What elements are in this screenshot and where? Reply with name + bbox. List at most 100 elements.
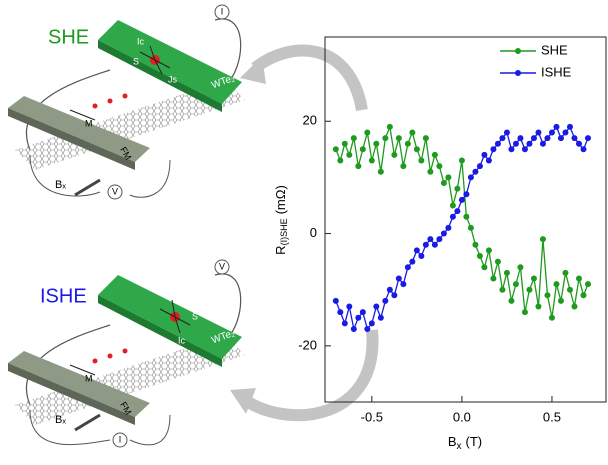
data-point: [486, 158, 492, 164]
data-point: [342, 320, 348, 326]
data-point: [571, 304, 577, 310]
data-point: [418, 158, 424, 164]
field-label: Bₓ: [55, 414, 66, 426]
vector-label: Js: [168, 74, 178, 84]
data-point: [468, 225, 474, 231]
data-point: [459, 197, 465, 203]
data-point: [355, 315, 361, 321]
data-point: [562, 129, 568, 135]
data-point: [373, 141, 379, 147]
data-point: [486, 247, 492, 253]
data-point: [454, 186, 460, 192]
vector-label: S: [192, 311, 198, 321]
spin: [123, 94, 128, 99]
data-point: [427, 236, 433, 242]
data-point: [531, 135, 537, 141]
m-label: M: [85, 373, 93, 383]
data-point: [369, 320, 375, 326]
data-point: [535, 129, 541, 135]
data-point: [346, 152, 352, 158]
field-label: Bₓ: [55, 179, 66, 191]
y-label-unit: (mΩ): [273, 185, 288, 214]
y-axis-label: R(I)SHE(mΩ): [273, 185, 289, 255]
data-point: [450, 202, 456, 208]
device-diagram: V WTe₂ FM M Bₓ I Js S Ic ISHE: [8, 260, 245, 447]
data-point: [387, 287, 393, 293]
data-point: [441, 231, 447, 237]
data-point: [346, 304, 352, 310]
field-arrow: [75, 415, 100, 430]
data-point: [472, 242, 478, 248]
series-line: [336, 127, 588, 318]
data-point: [544, 292, 550, 298]
data-point: [382, 298, 388, 304]
data-point: [517, 264, 523, 270]
data-point: [409, 259, 415, 265]
data-point: [495, 141, 501, 147]
x-axis-label: Bx(T): [448, 434, 482, 451]
data-point: [382, 135, 388, 141]
data-point: [391, 152, 397, 158]
data-point: [441, 180, 447, 186]
arrow-head: [240, 56, 266, 84]
data-point: [544, 135, 550, 141]
data-point: [459, 158, 465, 164]
data-point: [540, 236, 546, 242]
data-point: [463, 214, 469, 220]
data-point: [562, 270, 568, 276]
data-point: [585, 135, 591, 141]
data-point: [477, 253, 483, 259]
data-point: [418, 253, 424, 259]
data-point: [427, 169, 433, 175]
data-point: [535, 304, 541, 310]
data-point: [468, 174, 474, 180]
data-point: [360, 309, 366, 315]
data-point: [454, 208, 460, 214]
data-point: [396, 275, 402, 281]
data-point: [369, 158, 375, 164]
data-point: [567, 124, 573, 130]
arrow: [255, 51, 362, 110]
data-point: [445, 174, 451, 180]
data-point: [531, 275, 537, 281]
diagram-title: ISHE: [40, 285, 87, 307]
y-tick-label: 0: [310, 225, 317, 240]
data-point: [351, 326, 357, 332]
material-slab: [98, 20, 242, 104]
data-point: [400, 163, 406, 169]
data-point: [423, 135, 429, 141]
data-point: [337, 309, 343, 315]
data-point: [450, 214, 456, 220]
spin: [93, 359, 98, 364]
data-point: [571, 135, 577, 141]
data-point: [432, 242, 438, 248]
data-point: [378, 169, 384, 175]
data-point: [576, 275, 582, 281]
data-point: [337, 158, 343, 164]
data-point: [364, 326, 370, 332]
data-point: [481, 264, 487, 270]
x-tick-label: 0.0: [453, 409, 471, 424]
spin: [108, 99, 113, 104]
data-point: [364, 129, 370, 135]
data-point: [405, 141, 411, 147]
device-diagram: I WTe₂ FM M Bₓ V Ic S Js SHE: [8, 5, 245, 199]
data-point: [342, 141, 348, 147]
vector-label: Ic: [137, 36, 145, 46]
data-point: [513, 141, 519, 147]
data-point: [414, 146, 420, 152]
spin: [108, 354, 113, 359]
vector-label: S: [133, 56, 139, 66]
data-point: [400, 281, 406, 287]
data-point: [396, 135, 402, 141]
figure: I WTe₂ FM M Bₓ V Ic S Js SHE V WTe₂ FM: [0, 0, 608, 460]
data-point: [477, 163, 483, 169]
vector-label: Js: [162, 289, 172, 299]
meter-label: V: [112, 186, 118, 196]
data-point: [355, 163, 361, 169]
data-point: [580, 292, 586, 298]
data-point: [504, 270, 510, 276]
data-point: [508, 146, 514, 152]
data-point: [409, 129, 415, 135]
data-point: [585, 281, 591, 287]
